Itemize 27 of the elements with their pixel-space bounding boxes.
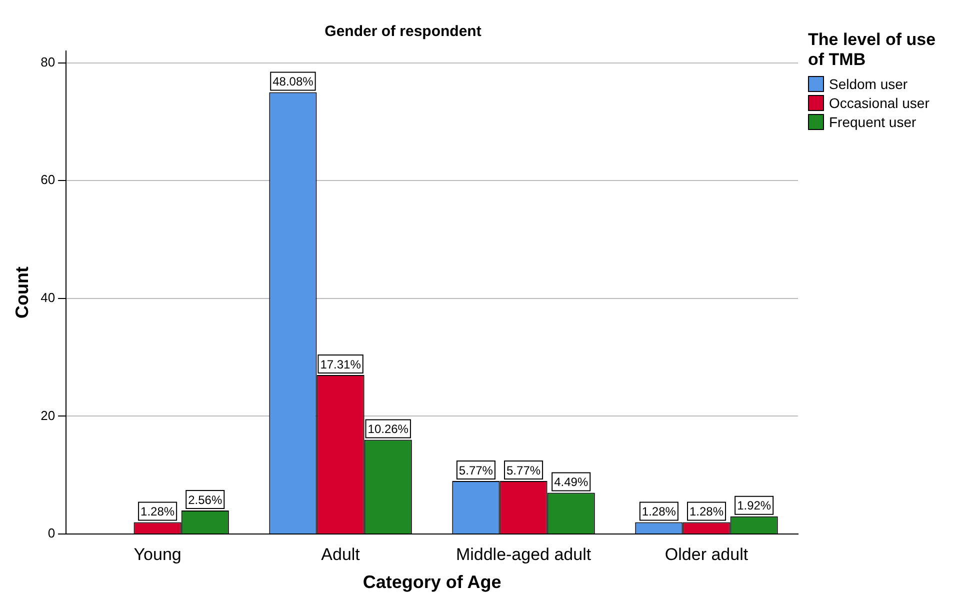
y-tick-label: 40 (40, 290, 56, 305)
annotation: 1.28% (642, 504, 676, 519)
annotation: 1.28% (689, 504, 724, 519)
annotation: 5.77% (506, 463, 541, 478)
legend-label: Frequent user (829, 114, 916, 130)
annotation: 10.26% (368, 422, 409, 436)
chart-title: Gender of respondent (324, 23, 482, 40)
x-tick-label: Older adult (664, 544, 748, 564)
x-tick-label: Adult (321, 544, 360, 564)
legend-label: Occasional user (829, 95, 930, 111)
annotation: 17.31% (320, 357, 362, 372)
annotation: 48.08% (272, 74, 314, 89)
x-axis-title: Category of Age (362, 572, 502, 592)
y-tick-label: 80 (40, 54, 56, 70)
legend-title: The level of use of TMB (808, 30, 937, 70)
y-tick-label: 0 (48, 526, 56, 541)
x-tick-label: Young (134, 544, 182, 564)
annotation: 4.49% (554, 475, 588, 490)
annotation: 1.92% (737, 498, 772, 513)
legend-label: Seldom user (829, 76, 908, 92)
annotation: 5.77% (458, 463, 494, 478)
x-tick-label: Middle-aged adult (456, 544, 592, 564)
y-tick-label: 20 (40, 408, 56, 423)
annotation: 1.28% (140, 504, 175, 519)
y-tick-label: 60 (40, 172, 56, 188)
y-axis-title: Count (12, 266, 32, 318)
annotation: 2.56% (188, 492, 222, 507)
